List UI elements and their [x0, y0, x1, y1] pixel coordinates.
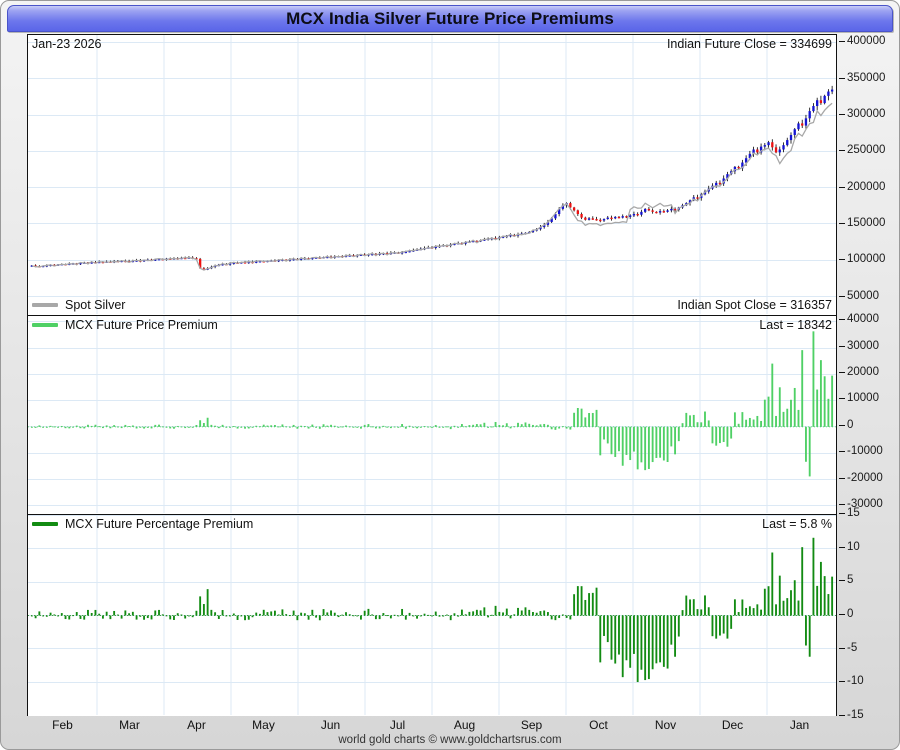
x-axis-month-label: Sep — [520, 718, 543, 732]
price-future-close-label: Indian Future Close = 334699 — [666, 37, 832, 51]
axis-tick-mark — [839, 398, 845, 400]
premium-y-axis: 40000 30000 20000 10000 0 -10000 -20000 -30000 — [839, 313, 899, 512]
price-spot-close-label: Indian Spot Close = 316357 — [677, 298, 832, 312]
percentage-y-axis: 15 10 5 0 -5 -10 -15 — [839, 507, 899, 721]
price-y-axis: 400000 350000 300000 250000 200000 150000 1000… — [839, 34, 899, 314]
axis-tick-label: 350000 — [847, 71, 886, 84]
axis-tick-mark — [839, 186, 845, 188]
axis-tick-label: -10000 — [847, 445, 883, 458]
panel-premium: MCX Future Price Premium Last = 18342 — [28, 315, 836, 514]
x-axis-month-label: Apr — [187, 718, 206, 732]
premium-last-label: Last = 18342 — [759, 318, 832, 332]
axis-tick-label: 400000 — [847, 35, 886, 48]
x-axis-month-label: Mar — [119, 718, 140, 732]
axis-tick-label: 30000 — [847, 339, 879, 352]
axis-tick-label: 40000 — [847, 313, 879, 326]
axis-tick-label: 100000 — [847, 253, 886, 266]
x-axis-month-label: Nov — [654, 718, 677, 732]
chart-area: Jan-23 2026 Indian Future Close = 334699… — [27, 34, 837, 716]
axis-tick-mark — [839, 614, 845, 615]
axis-tick-mark — [839, 150, 845, 152]
price-plot — [30, 85, 834, 271]
legend-label-future-percentage-premium: MCX Future Percentage Premium — [65, 517, 254, 531]
axis-tick-label: 250000 — [847, 144, 886, 157]
legend-future-price-premium: MCX Future Price Premium — [32, 318, 218, 332]
axis-tick-label: 300000 — [847, 108, 886, 120]
axis-tick-label: 0 — [847, 418, 854, 431]
x-axis-month-label: Jan — [789, 718, 810, 732]
axis-tick-mark — [839, 345, 845, 347]
x-axis-month-label: Aug — [453, 718, 476, 732]
axis-tick-mark — [839, 295, 845, 297]
axis-tick-mark — [839, 580, 845, 582]
axis-tick-label: 10000 — [847, 392, 879, 405]
axis-tick-label: 20000 — [847, 366, 879, 379]
axis-tick-mark — [839, 319, 845, 321]
axis-tick-mark — [839, 259, 845, 261]
legend-future-percentage-premium: MCX Future Percentage Premium — [32, 517, 253, 531]
x-axis: Feb Mar Apr May Jun Jul Aug Sep Oct Nov Dec Jan — [27, 718, 837, 736]
axis-tick-label: 5 — [847, 574, 854, 587]
axis-tick-mark — [839, 114, 845, 115]
axis-tick-mark — [839, 372, 845, 374]
premium-swatch — [32, 323, 58, 327]
page-title: MCX India Silver Future Price Premiums — [286, 9, 614, 28]
x-axis-month-label: Jun — [320, 718, 341, 732]
panel-percentage: MCX Future Percentage Premium Last = 5.8… — [28, 514, 836, 716]
percentage-plot — [28, 537, 836, 683]
axis-tick-mark — [839, 504, 845, 506]
spot-silver-swatch — [32, 303, 58, 307]
axis-tick-label: 15 — [847, 507, 860, 519]
x-axis-month-label: May — [252, 718, 275, 732]
x-axis-month-label: Feb — [52, 718, 73, 732]
price-date-label: Jan-23 2026 — [32, 37, 102, 51]
panel-price: Jan-23 2026 Indian Future Close = 334699… — [28, 35, 836, 314]
legend-label-future-price-premium: MCX Future Price Premium — [65, 318, 218, 332]
axis-tick-label: 200000 — [847, 180, 886, 193]
percentage-swatch — [32, 522, 58, 526]
axis-tick-label: -5 — [847, 641, 858, 654]
axis-tick-label: 0 — [847, 608, 854, 620]
axis-tick-mark — [839, 477, 845, 479]
axis-tick-mark — [839, 546, 845, 548]
axis-tick-label: -20000 — [847, 471, 883, 484]
axis-tick-label: 150000 — [847, 217, 886, 230]
x-axis-month-label: Dec — [721, 718, 744, 732]
footer-credit: world gold charts © www.goldchartsrus.co… — [338, 734, 562, 746]
axis-tick-label: -10 — [847, 675, 864, 688]
axis-tick-mark — [839, 715, 845, 716]
percentage-last-label: Last = 5.8 % — [762, 517, 832, 531]
axis-tick-mark — [839, 41, 845, 43]
axis-tick-mark — [839, 647, 845, 649]
axis-tick-mark — [839, 77, 845, 79]
axis-tick-label: -15 — [847, 709, 864, 721]
x-axis-month-label: Jul — [389, 718, 406, 732]
axis-tick-label: -30000 — [847, 498, 883, 511]
axis-tick-mark — [839, 223, 845, 225]
legend-spot-silver: Spot Silver — [32, 298, 125, 312]
x-axis-month-label: Oct — [589, 718, 608, 732]
window-titlebar: MCX India Silver Future Price Premiums — [7, 5, 893, 32]
axis-tick-mark — [839, 681, 845, 683]
axis-tick-mark — [839, 424, 845, 426]
axis-tick-label: 10 — [847, 540, 860, 553]
axis-tick-label: 50000 — [847, 289, 879, 302]
axis-tick-mark — [839, 513, 845, 514]
premium-plot — [28, 331, 836, 477]
price-grid — [28, 35, 836, 314]
legend-label-spot-silver: Spot Silver — [65, 298, 126, 312]
axis-tick-mark — [839, 451, 845, 453]
